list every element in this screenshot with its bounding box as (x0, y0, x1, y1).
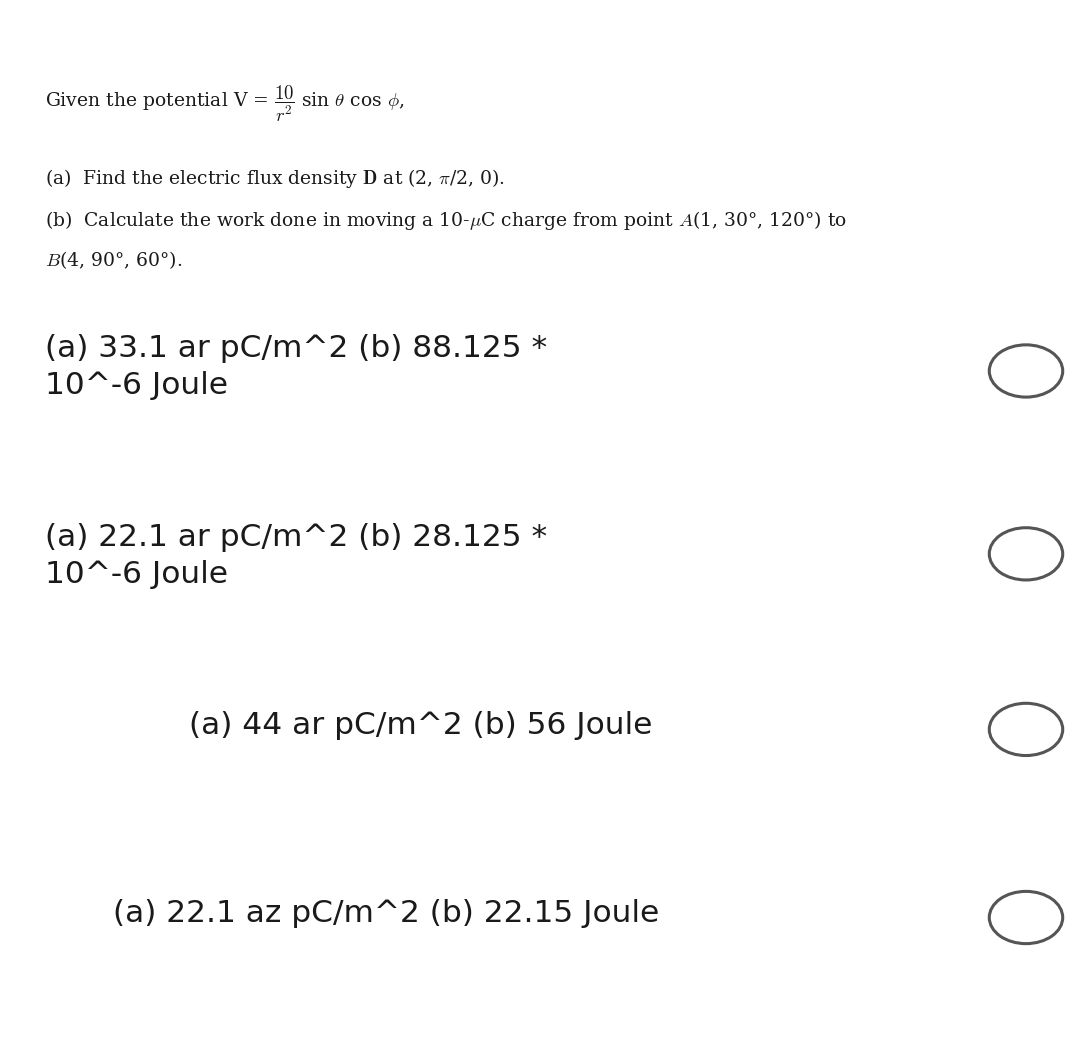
Text: (a) 33.1 ar pC/m^2 (b) 88.125 *
10^-6 Joule: (a) 33.1 ar pC/m^2 (b) 88.125 * 10^-6 Jo… (45, 334, 548, 400)
Text: (a) 22.1 az pC/m^2 (b) 22.15 Joule: (a) 22.1 az pC/m^2 (b) 22.15 Joule (113, 899, 660, 928)
Text: (a) 44 ar pC/m^2 (b) 56 Joule: (a) 44 ar pC/m^2 (b) 56 Joule (189, 711, 652, 740)
Text: (a) 22.1 ar pC/m^2 (b) 28.125 *
10^-6 Joule: (a) 22.1 ar pC/m^2 (b) 28.125 * 10^-6 Jo… (45, 522, 548, 588)
Text: (a)  Find the electric flux density $\mathbf{D}$ at (2, $\pi$/2, 0).: (a) Find the electric flux density $\mat… (45, 167, 505, 190)
Text: Given the potential V = $\dfrac{10}{r^2}$ sin $\theta$ cos $\phi$,: Given the potential V = $\dfrac{10}{r^2}… (45, 84, 405, 124)
Text: $B$(4, 90°, 60°).: $B$(4, 90°, 60°). (45, 249, 183, 271)
Text: (b)  Calculate the work done in moving a 10-$\mu$C charge from point $A$(1, 30°,: (b) Calculate the work done in moving a … (45, 209, 848, 232)
